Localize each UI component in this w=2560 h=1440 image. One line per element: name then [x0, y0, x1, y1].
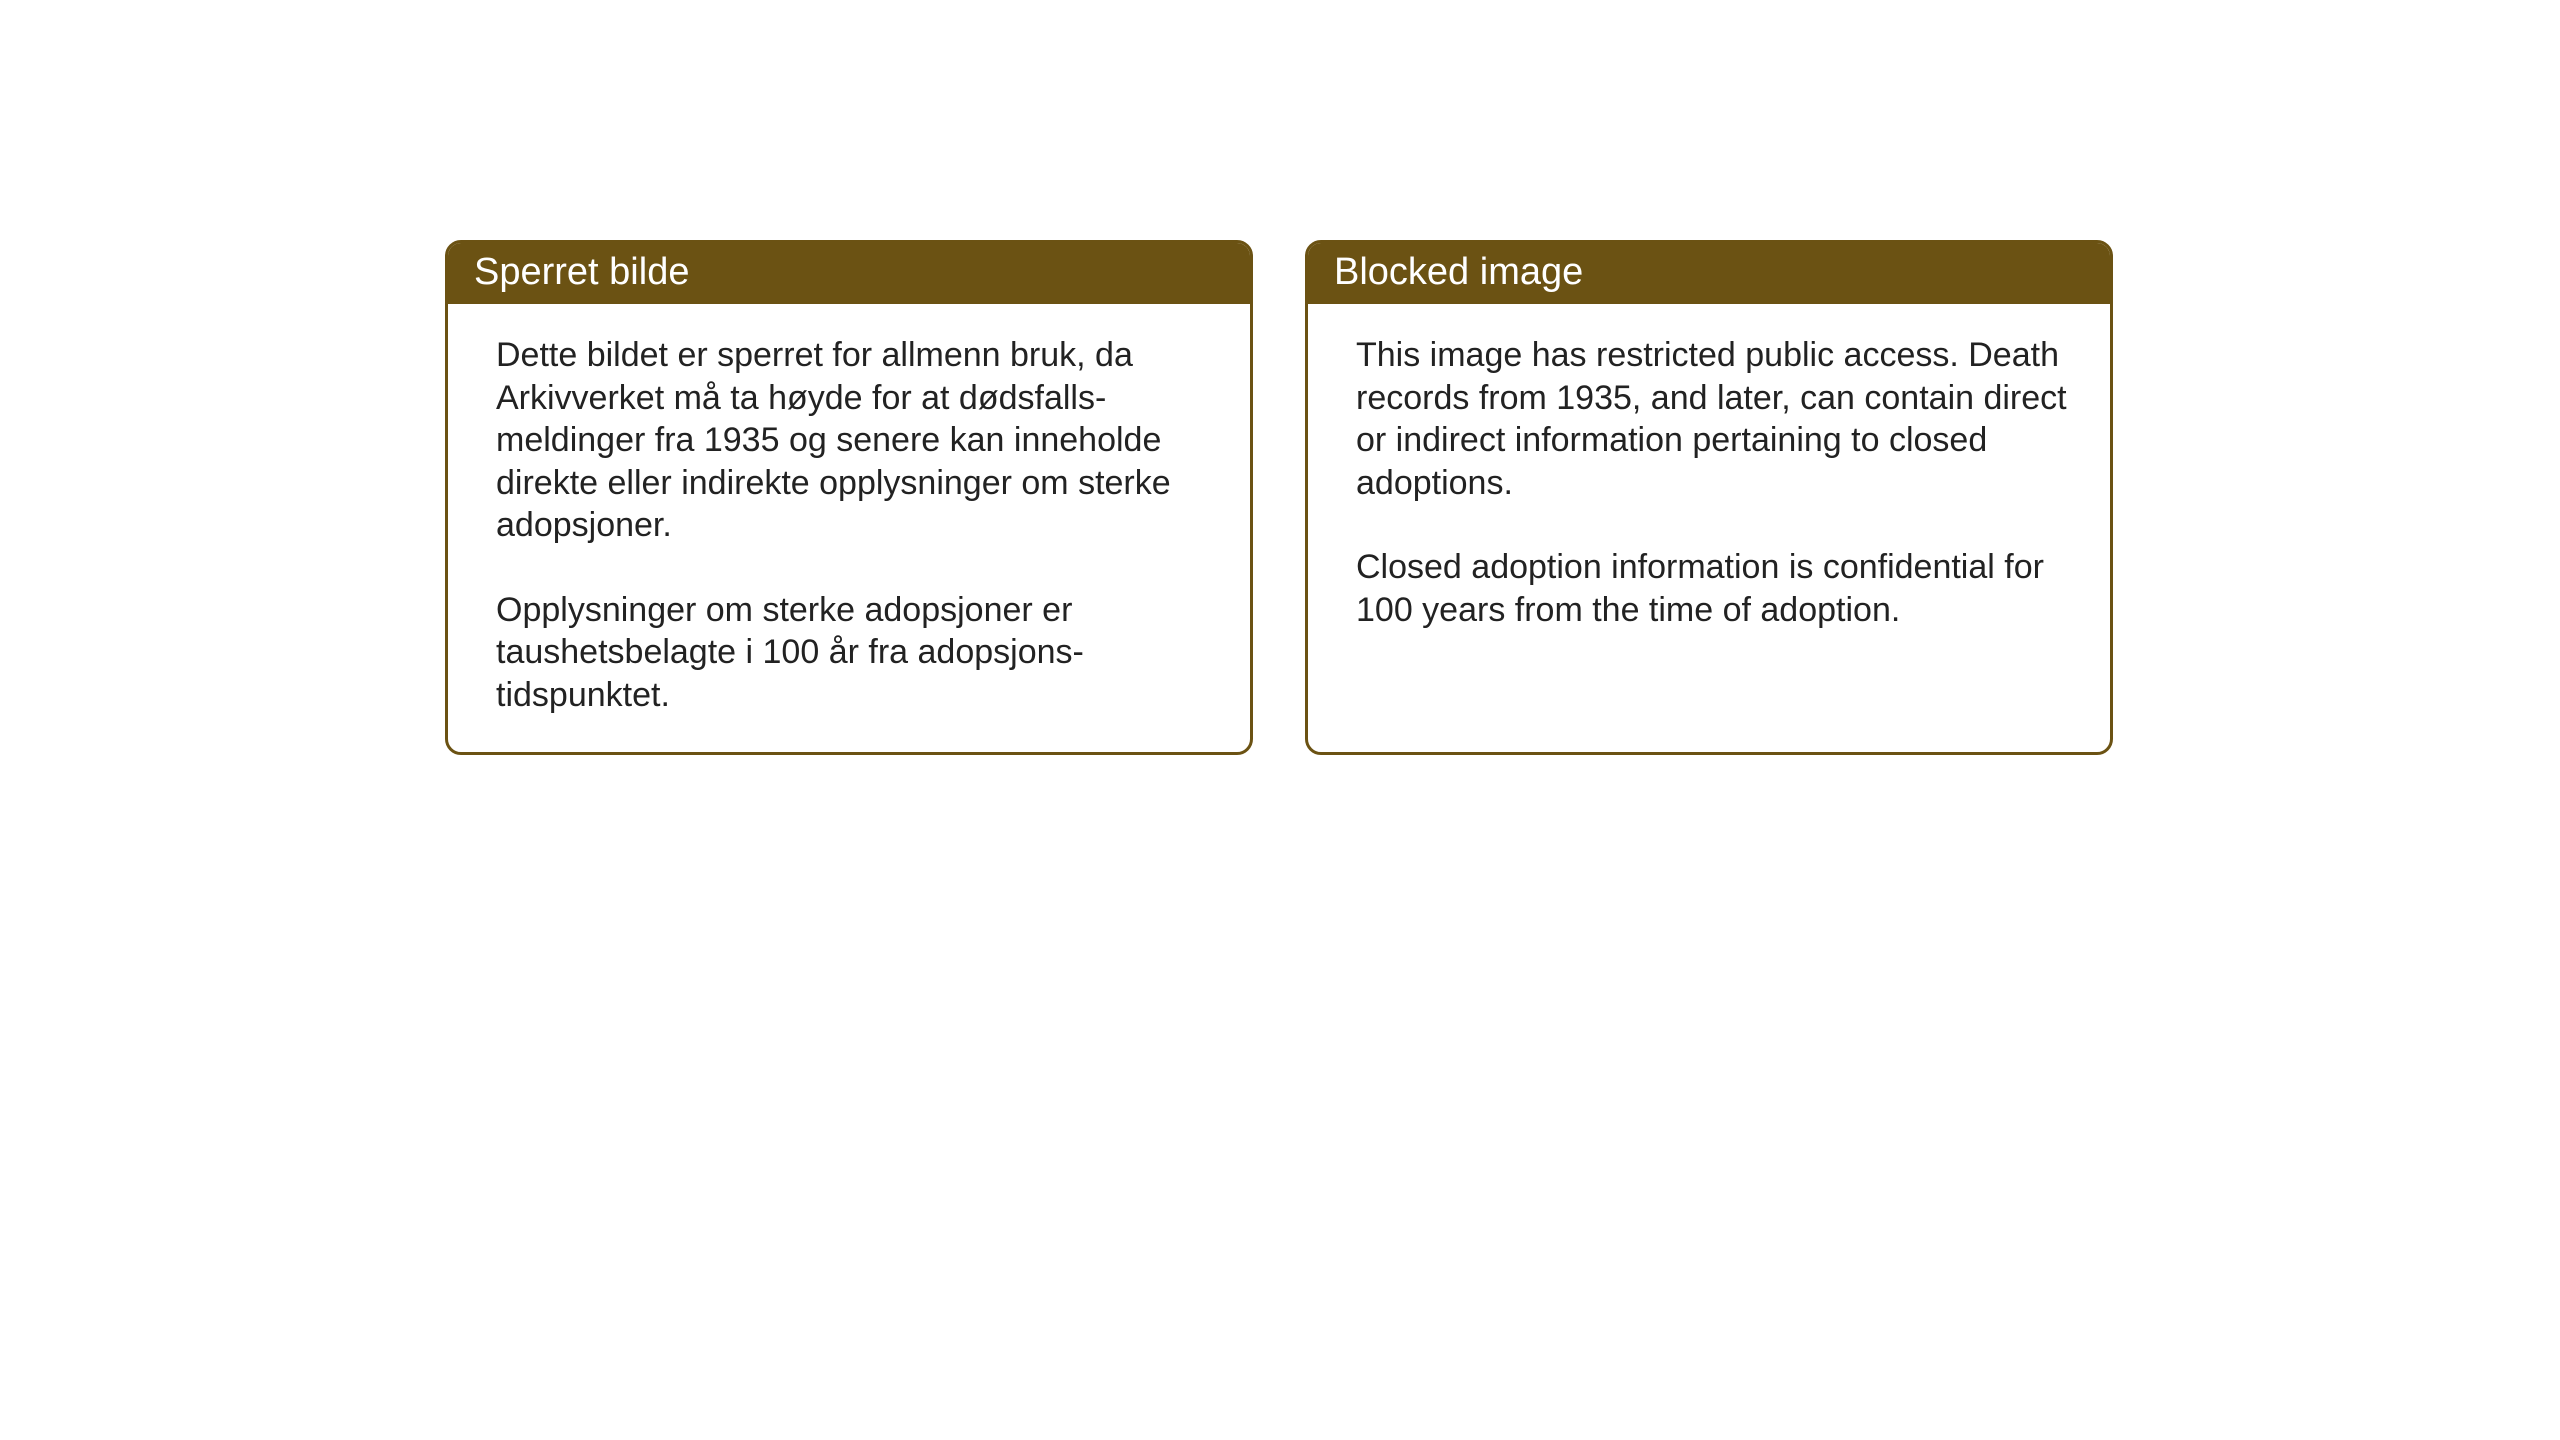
card-body-norwegian: Dette bildet er sperret for allmenn bruk…	[448, 304, 1250, 752]
notice-card-english: Blocked image This image has restricted …	[1305, 240, 2113, 755]
card-header-english: Blocked image	[1308, 243, 2110, 304]
notice-paragraph: This image has restricted public access.…	[1356, 334, 2070, 504]
card-body-english: This image has restricted public access.…	[1308, 304, 2110, 667]
notice-cards-container: Sperret bilde Dette bildet er sperret fo…	[445, 240, 2113, 755]
notice-paragraph: Closed adoption information is confident…	[1356, 546, 2070, 631]
card-header-norwegian: Sperret bilde	[448, 243, 1250, 304]
card-title: Sperret bilde	[474, 251, 689, 293]
notice-paragraph: Dette bildet er sperret for allmenn bruk…	[496, 334, 1210, 547]
notice-card-norwegian: Sperret bilde Dette bildet er sperret fo…	[445, 240, 1253, 755]
card-title: Blocked image	[1334, 251, 1583, 293]
notice-paragraph: Opplysninger om sterke adopsjoner er tau…	[496, 589, 1210, 717]
